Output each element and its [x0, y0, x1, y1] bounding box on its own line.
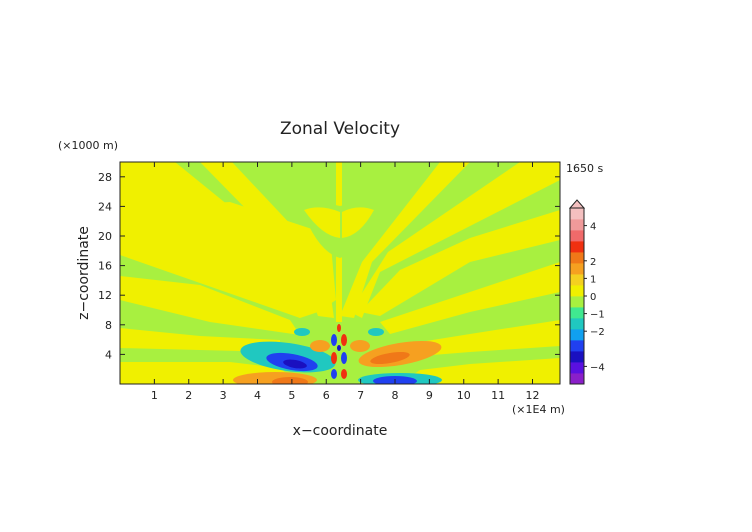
colorbar-label-7: −4: [590, 362, 605, 373]
colorbar-swatch-11: [570, 263, 584, 275]
field-band-left-3: [200, 162, 334, 318]
colorbar-swatch-1: [570, 373, 584, 385]
y-unit-label: (×1000 m): [58, 139, 118, 152]
field-lobe-right-red: [370, 351, 410, 365]
y-tick-label-4: 16: [98, 260, 112, 273]
field-core-red-1: [341, 334, 347, 346]
colorbar-swatch-6: [570, 318, 584, 330]
chart-title: Zonal Velocity: [280, 119, 400, 139]
y-axis-label: z−coordinate: [76, 226, 92, 320]
x-tick-label-6: 6: [323, 389, 330, 402]
x-tick-label-4: 4: [254, 389, 261, 402]
field-core-red-4: [337, 324, 341, 332]
colorbar-swatch-13: [570, 241, 584, 253]
colorbar-label-3: 1: [590, 274, 596, 285]
colorbar-swatch-5: [570, 329, 584, 341]
field-core-blue-4: [337, 345, 341, 351]
field-band-right-5: [420, 320, 560, 356]
field-core-cyan-left: [294, 328, 310, 336]
field-band-left-4: [120, 276, 300, 335]
field-core-blue-3: [331, 369, 337, 379]
field-core-blue-2: [341, 352, 347, 364]
colorbar-swatch-3: [570, 351, 584, 363]
field-core-orange-left: [310, 340, 330, 352]
y-tick-label-7: 28: [98, 171, 112, 184]
field-core-red-2: [331, 352, 337, 364]
velocity-field: [120, 162, 560, 384]
field-band-right-1: [340, 162, 470, 318]
x-tick-label-7: 7: [357, 389, 364, 402]
colorbar-label-1: 4: [590, 222, 596, 233]
x-tick-label-8: 8: [392, 389, 399, 402]
y-tick-label-6: 24: [98, 200, 112, 213]
x-axis-ticks: 1 2 3 4 5 6 7 8 9 10 11 12: [151, 162, 540, 402]
colorbar-swatch-2: [570, 362, 584, 374]
field-band-right-6: [400, 358, 560, 384]
plot-frame: [119, 161, 561, 385]
colorbar-swatch-9: [570, 285, 584, 297]
colorbar-swatch-14: [570, 230, 584, 242]
x-tick-label-3: 3: [220, 389, 227, 402]
field-lobe-left-red: [272, 377, 308, 384]
field-core-cyan-right: [368, 328, 384, 336]
field-core-blue-1: [331, 334, 337, 346]
y-tick-label-2: 8: [105, 319, 112, 332]
y-tick-label-1: 4: [105, 348, 112, 361]
colorbar-overflow-triangle: [568, 199, 586, 209]
colorbar-swatch-15: [570, 219, 584, 231]
field-center-arc-inner-2: [342, 207, 374, 238]
y-tick-label-5: 20: [98, 230, 112, 243]
field-core-orange-right: [350, 340, 370, 352]
x-tick-label-12: 12: [526, 389, 540, 402]
colorbar-swatch-8: [570, 296, 584, 308]
x-tick-label-11: 11: [491, 389, 505, 402]
colorbar-swatch-7: [570, 307, 584, 319]
field-band-right-4: [380, 262, 560, 334]
x-tick-label-2: 2: [185, 389, 192, 402]
colorbar-label-4: 0: [590, 292, 596, 303]
colorbar-label-6: −2: [590, 327, 605, 338]
x-tick-label-1: 1: [151, 389, 158, 402]
time-label: 1650 s: [566, 162, 603, 175]
x-tick-label-5: 5: [288, 389, 295, 402]
field-band-right-2: [350, 162, 560, 318]
colorbar-label-5: −1: [590, 310, 605, 321]
colorbar-swatch-16: [570, 208, 584, 220]
y-axis-ticks: 4 8 12 16 20 24 28: [98, 171, 560, 361]
field-center-arc-inner: [304, 207, 340, 238]
field-band-left-5: [120, 328, 280, 352]
x-tick-label-10: 10: [457, 389, 471, 402]
colorbar-label-2: 2: [590, 257, 596, 268]
x-tick-label-9: 9: [426, 389, 433, 402]
y-tick-label-3: 12: [98, 289, 112, 302]
field-lobe-left-dark: [283, 359, 307, 369]
field-band-left-7: [120, 162, 300, 318]
colorbar-swatch-4: [570, 340, 584, 352]
field-band-right-3: [360, 210, 560, 316]
x-unit-label: (×1E4 m): [512, 403, 565, 416]
colorbar: 4 2 1 0 −1 −2 −4: [568, 199, 605, 385]
colorbar-swatch-10: [570, 274, 584, 286]
field-core-red-3: [341, 369, 347, 379]
colorbar-swatch-12: [570, 252, 584, 264]
x-axis-label: x−coordinate: [293, 423, 388, 439]
